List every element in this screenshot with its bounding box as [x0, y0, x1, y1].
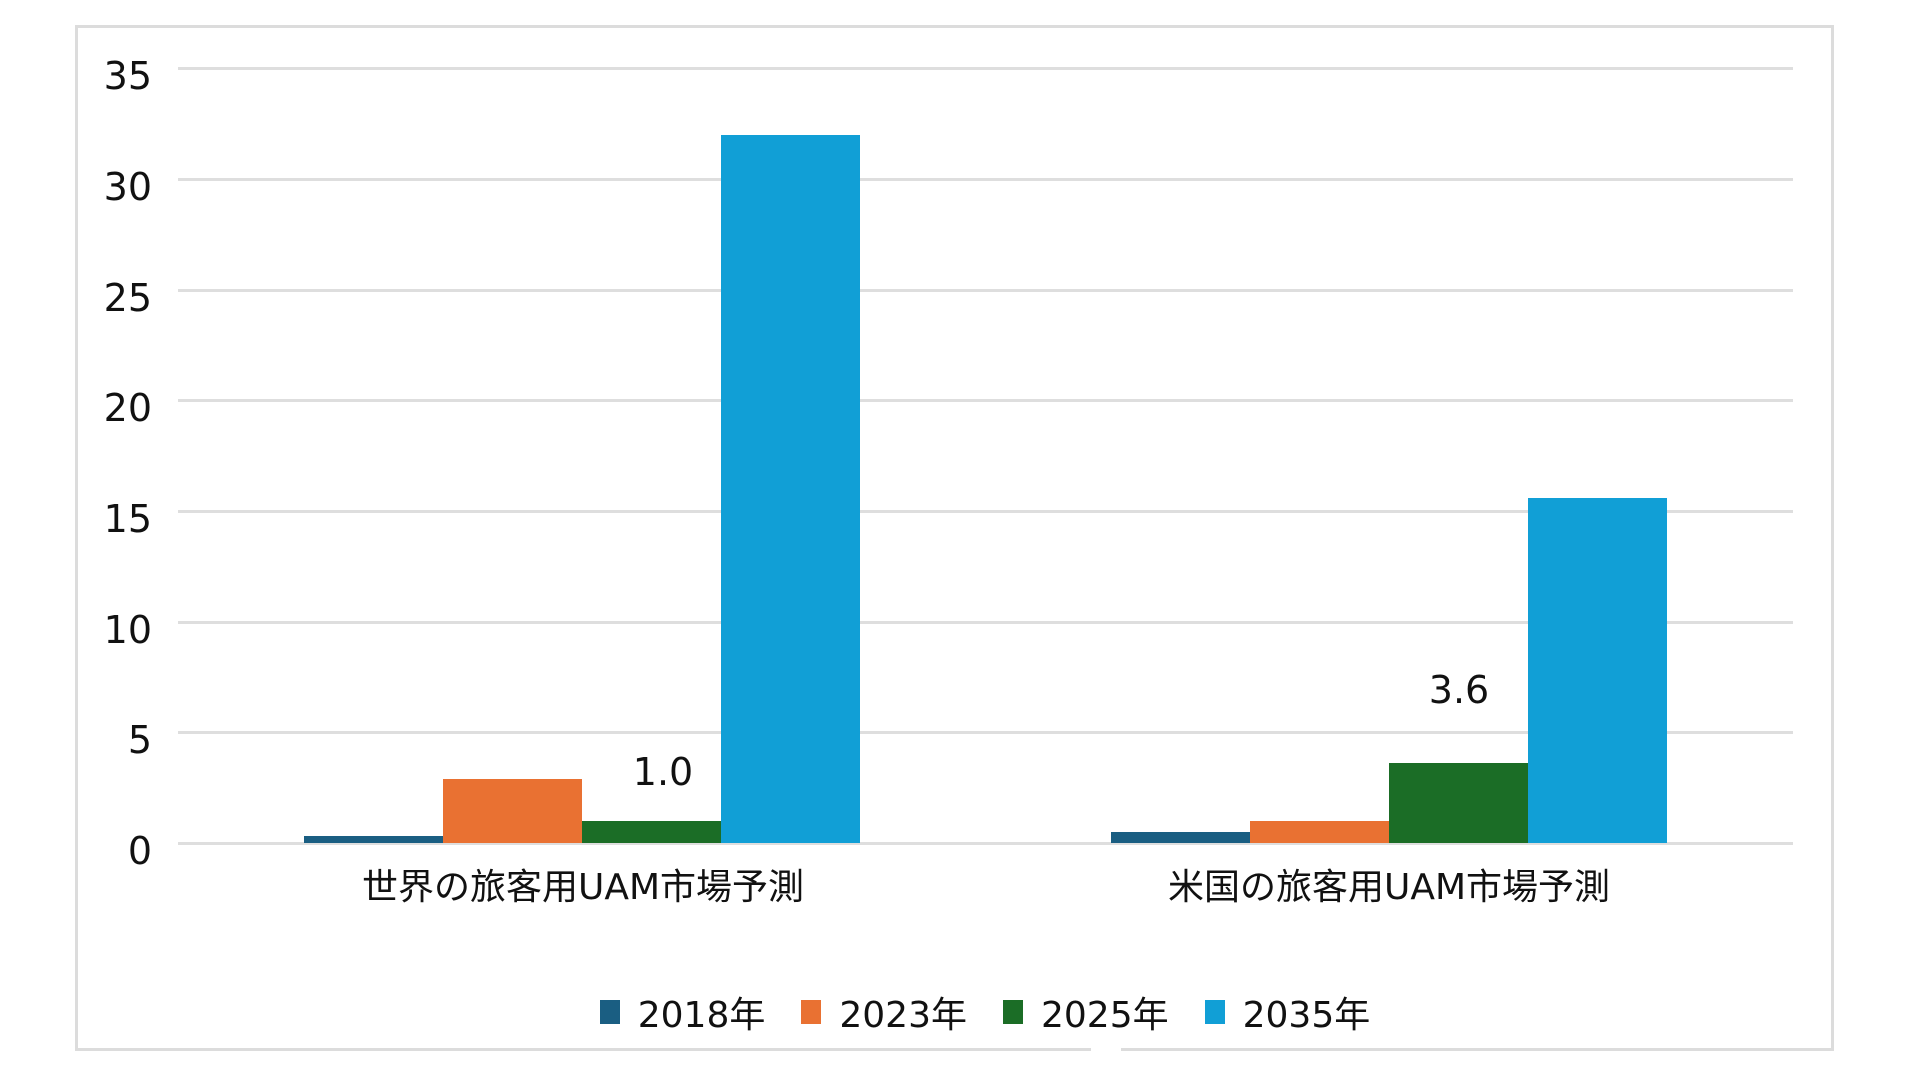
- legend-item-2018[interactable]: 2018年: [599, 986, 766, 1038]
- gridline: [178, 288, 1793, 292]
- bar-2023-cat1[interactable]: [1250, 820, 1390, 843]
- gridline: [178, 177, 1793, 181]
- bar-2018-cat0[interactable]: [303, 836, 443, 843]
- y-tick-label: 35: [103, 54, 152, 99]
- y-tick-label: 0: [127, 829, 152, 873]
- gridline: [178, 399, 1793, 403]
- chart-frame: [75, 25, 1834, 1051]
- bar-2018-cat1[interactable]: [1111, 831, 1251, 843]
- y-tick-label: 15: [103, 496, 152, 541]
- legend-label: 2035年: [1242, 995, 1371, 1036]
- data-label: 3.6: [1428, 668, 1490, 712]
- bar-2025-cat1[interactable]: [1389, 763, 1529, 843]
- gridline: [178, 731, 1793, 735]
- y-tick-label: 20: [103, 386, 152, 431]
- bar-2023-cat0[interactable]: [442, 778, 582, 843]
- category-label-us: 米国の旅客用UAM市場予測: [1167, 867, 1611, 908]
- legend-swatch-icon: [1204, 1000, 1225, 1024]
- data-label: 1.0: [632, 750, 694, 794]
- y-tick-label: 10: [103, 607, 152, 652]
- bar-2035-cat0[interactable]: [720, 134, 860, 843]
- frame-gap: [1091, 1048, 1121, 1054]
- gridline: [178, 67, 1793, 71]
- gridline: [178, 509, 1793, 513]
- y-tick-label: 25: [103, 275, 152, 320]
- legend: 2018年 2023年 2025年 2035年: [0, 986, 1920, 1038]
- legend-item-2025[interactable]: 2025年: [1003, 986, 1169, 1038]
- legend-swatch-icon: [801, 1000, 822, 1024]
- legend-label: 2018年: [637, 995, 766, 1036]
- legend-swatch-icon: [599, 1000, 620, 1024]
- legend-item-2035[interactable]: 2035年: [1204, 986, 1371, 1038]
- legend-label: 2023年: [839, 995, 967, 1036]
- y-tick-label: 5: [127, 718, 152, 763]
- bar-2025-cat0[interactable]: [581, 820, 721, 843]
- legend-item-2023[interactable]: 2023年: [801, 986, 967, 1038]
- bar-2035-cat1[interactable]: [1528, 497, 1668, 843]
- gridline: [178, 842, 1793, 845]
- legend-swatch-icon: [1003, 1000, 1023, 1024]
- category-label-world: 世界の旅客用UAM市場予測: [361, 867, 805, 908]
- legend-label: 2025年: [1041, 995, 1169, 1036]
- y-tick-label: 30: [103, 164, 152, 209]
- gridline: [178, 620, 1793, 624]
